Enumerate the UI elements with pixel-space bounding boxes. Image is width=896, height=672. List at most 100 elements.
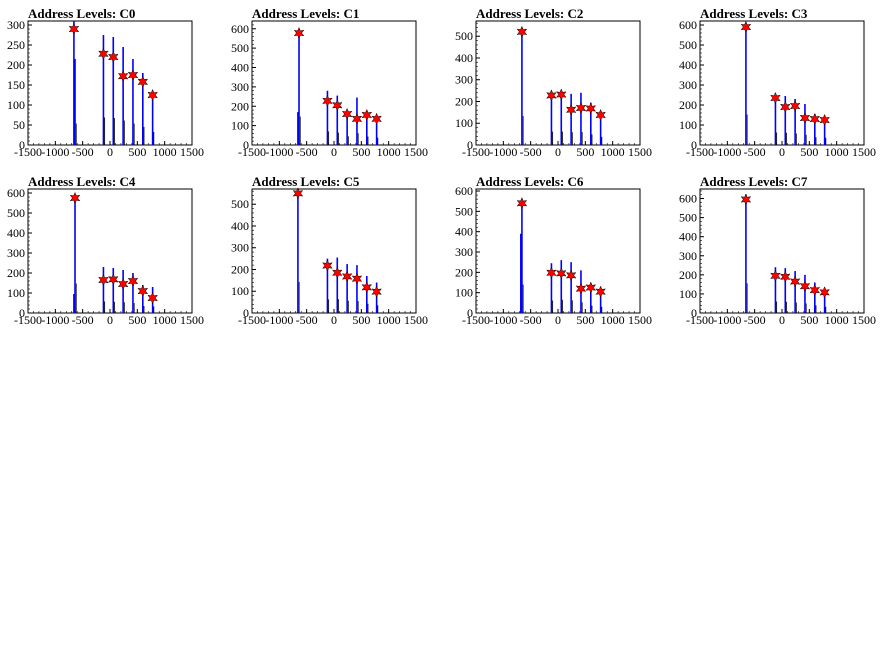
y-tick-label: 600 — [231, 22, 249, 36]
chart-panel: Address Levels: C0 0 50 100 150 200 250 300 -150… — [7, 6, 204, 159]
chart-title: Address Levels: C1 — [252, 6, 359, 21]
x-tick-label: 500 — [352, 145, 370, 159]
plot-frame — [27, 20, 193, 146]
y-tick-label: 200 — [679, 268, 697, 282]
x-tick-label: 0 — [779, 145, 785, 159]
x-tick-label: 500 — [800, 313, 818, 327]
peak-marker — [770, 91, 781, 105]
peak-marker — [565, 103, 577, 116]
plot-frame — [27, 188, 193, 314]
y-tick-label: 100 — [7, 98, 25, 112]
peak-marker — [819, 113, 830, 127]
peak-marker — [770, 269, 781, 282]
peak-marker — [779, 270, 791, 283]
y-tick-label: 200 — [679, 98, 697, 112]
y-tick-label: 0 — [243, 306, 249, 320]
x-tick-label: 1000 — [153, 313, 177, 327]
y-tick-label: 300 — [7, 246, 25, 260]
y-tick-label: 50 — [13, 118, 25, 132]
chart-title: Address Levels: C2 — [476, 6, 583, 21]
y-tick-label: 300 — [679, 78, 697, 92]
y-tick-label: 400 — [7, 226, 25, 240]
y-tick-label: 400 — [679, 58, 697, 72]
chart-title: Address Levels: C4 — [28, 174, 136, 189]
x-tick-label: 1000 — [825, 313, 849, 327]
y-tick-label: 100 — [231, 119, 249, 133]
x-tick-label: -1500 — [14, 313, 42, 327]
plot-frame — [251, 20, 417, 146]
y-tick-label: 0 — [467, 306, 473, 320]
peak-marker — [331, 99, 343, 112]
y-tick-label: 200 — [7, 58, 25, 72]
x-tick-label: 1500 — [628, 145, 652, 159]
peak-marker — [555, 267, 567, 280]
chart-panel: Address Levels: C4 0 100 200 300 400 500 600 -15… — [7, 174, 204, 327]
x-tick-label: -500 — [72, 313, 94, 327]
peak-marker — [147, 291, 158, 305]
peak-marker — [740, 193, 752, 206]
peak-marker — [117, 277, 129, 291]
y-tick-label: 200 — [455, 265, 473, 279]
y-tick-label: 200 — [455, 94, 473, 108]
x-tick-label: -1500 — [462, 313, 490, 327]
peak-marker — [147, 88, 158, 102]
chart-title: Address Levels: C6 — [476, 174, 584, 189]
x-tick-label: 0 — [555, 145, 561, 159]
x-tick-label: -500 — [744, 313, 766, 327]
y-tick-label: 600 — [679, 18, 697, 32]
x-tick-label: 1000 — [825, 145, 849, 159]
peak-marker — [371, 112, 382, 125]
peak-marker — [789, 99, 801, 113]
y-tick-label: 100 — [679, 287, 697, 301]
peak-marker — [585, 281, 597, 294]
peak-marker — [575, 282, 587, 295]
chart-title: Address Levels: C0 — [28, 6, 135, 21]
peak-marker — [98, 47, 109, 60]
y-tick-label: 600 — [679, 192, 697, 206]
chart-panel: Address Levels: C20100200300400500-1500-… — [455, 6, 652, 159]
peak-marker — [809, 283, 821, 297]
peak-marker — [127, 68, 139, 82]
chart-panel: Address Levels: C6 0 100 200 300 400 500 600 -15… — [455, 174, 652, 327]
x-tick-label: -1500 — [238, 313, 266, 327]
chart-panel: Address Levels: C3 0 100 200 300 400 500 600 -15… — [679, 6, 876, 159]
y-tick-label: 500 — [7, 206, 25, 220]
peak-marker — [107, 50, 119, 64]
y-tick-label: 500 — [679, 211, 697, 225]
x-tick-label: -500 — [296, 313, 318, 327]
peak-marker — [98, 273, 109, 287]
y-tick-label: 300 — [7, 18, 25, 32]
chart-title: Address Levels: C3 — [700, 6, 808, 21]
y-tick-label: 0 — [467, 138, 473, 152]
peak-marker — [322, 94, 333, 107]
peak-marker — [351, 272, 363, 285]
chart-panel: Address Levels: C1 0 100 200 300 400 500 600 -15… — [231, 6, 428, 159]
x-tick-label: -500 — [296, 145, 318, 159]
y-tick-label: 250 — [7, 38, 25, 52]
x-tick-label: -1000 — [489, 145, 517, 159]
peak-marker — [361, 108, 373, 122]
peak-marker — [371, 285, 382, 298]
y-tick-label: 100 — [7, 286, 25, 300]
x-tick-label: -1500 — [686, 313, 714, 327]
x-tick-label: 500 — [576, 313, 594, 327]
y-tick-label: 300 — [679, 249, 697, 263]
x-tick-label: -500 — [520, 313, 542, 327]
peak-marker — [516, 197, 528, 210]
peak-marker — [292, 187, 304, 200]
x-tick-label: 1500 — [852, 145, 876, 159]
y-tick-label: 500 — [455, 204, 473, 218]
peak-marker — [341, 270, 353, 283]
y-tick-label: 0 — [243, 138, 249, 152]
y-tick-label: 100 — [679, 118, 697, 132]
x-tick-label: -1000 — [41, 313, 69, 327]
peak-marker — [137, 75, 149, 88]
x-tick-label: 0 — [107, 313, 113, 327]
peak-marker — [127, 274, 139, 288]
x-tick-label: 0 — [555, 313, 561, 327]
peak-marker — [341, 107, 353, 121]
plot-frame — [251, 188, 417, 314]
y-tick-label: 0 — [691, 138, 697, 152]
peak-marker — [595, 108, 606, 122]
